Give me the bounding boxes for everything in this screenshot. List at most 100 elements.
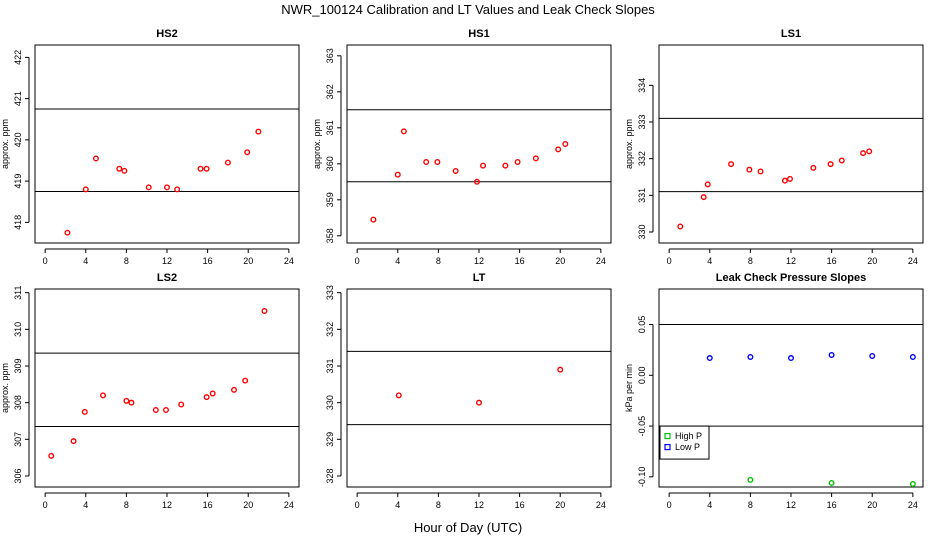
data-point xyxy=(82,186,89,193)
x-tick-label: 0 xyxy=(355,500,360,510)
panel-2: LS1 approx. ppm 0 4 8 12 16 20 24 330 331 332 333 334 xyxy=(624,28,924,266)
y-tick-label: 307 xyxy=(13,432,23,447)
x-tick-label: 12 xyxy=(474,500,484,510)
y-tick-label: 310 xyxy=(13,322,23,337)
data-point xyxy=(828,352,835,359)
y-tick-label: 330 xyxy=(325,395,335,410)
data-point xyxy=(394,171,401,178)
data-point xyxy=(203,394,210,401)
x-tick-label: 16 xyxy=(203,500,213,510)
data-point xyxy=(860,150,867,157)
x-tick-label: 24 xyxy=(908,500,918,510)
x-tick-label: 4 xyxy=(707,256,712,266)
x-tick-label: 16 xyxy=(515,256,525,266)
panel-1: HS1 approx. ppm 0 4 8 12 16 20 24 358 359 360 361 362… xyxy=(312,28,612,266)
x-tick-label: 12 xyxy=(162,256,172,266)
y-tick-label: 333 xyxy=(325,285,335,300)
x-tick-label: 16 xyxy=(515,500,525,510)
data-point xyxy=(786,175,793,182)
y-tick-label: 308 xyxy=(13,395,23,410)
data-point xyxy=(788,355,795,362)
figure-title: NWR_100124 Calibration and LT Values and… xyxy=(281,2,655,17)
y-tick-label: 334 xyxy=(637,78,647,93)
data-point xyxy=(700,194,707,201)
data-point xyxy=(532,155,539,162)
y-tick-label: 361 xyxy=(325,120,335,135)
data-point xyxy=(92,155,99,162)
plot-frame xyxy=(658,288,924,488)
x-tick-label: 24 xyxy=(908,256,918,266)
data-point xyxy=(869,353,876,360)
panel-title: LS2 xyxy=(157,272,177,284)
y-tick-label: 331 xyxy=(637,188,647,203)
data-point xyxy=(370,216,377,223)
panel-3: LS2 approx. ppm 0 4 8 12 16 20 24 306 307 308 309 310… xyxy=(0,272,300,510)
legend-marker xyxy=(664,443,671,451)
y-tick-label: 418 xyxy=(13,215,23,230)
y-tick-label: 333 xyxy=(637,114,647,129)
x-tick-label: 12 xyxy=(162,500,172,510)
panel-title: HS1 xyxy=(468,28,489,40)
x-tick-label: 12 xyxy=(474,256,484,266)
plot-frame xyxy=(658,44,924,244)
y-tick-label: 309 xyxy=(13,358,23,373)
data-point xyxy=(116,165,123,172)
legend-label: High P xyxy=(675,431,702,441)
x-tick-label: 0 xyxy=(43,500,48,510)
y-tick-label: 363 xyxy=(325,48,335,63)
x-tick-label: 4 xyxy=(395,256,400,266)
x-tick-label: 8 xyxy=(124,256,129,266)
data-point xyxy=(747,354,754,361)
data-point xyxy=(562,140,569,147)
y-tick-label: 360 xyxy=(325,156,335,171)
x-tick-label: 0 xyxy=(355,256,360,266)
data-point xyxy=(400,128,407,135)
x-tick-label: 8 xyxy=(436,256,441,266)
x-tick-label: 8 xyxy=(748,256,753,266)
y-tick-label: 306 xyxy=(13,468,23,483)
x-tick-label: 24 xyxy=(596,500,606,510)
y-tick-label: 332 xyxy=(325,322,335,337)
data-point xyxy=(746,166,753,173)
x-tick-label: 16 xyxy=(827,256,837,266)
y-axis-label: approx. ppm xyxy=(0,363,10,413)
data-point xyxy=(827,161,834,168)
y-tick-label: 329 xyxy=(325,432,335,447)
y-tick-label: 0.05 xyxy=(637,316,647,334)
y-axis-label: approx. ppm xyxy=(624,119,634,169)
data-point xyxy=(123,397,130,404)
y-tick-label: 0.00 xyxy=(637,367,647,385)
x-tick-label: 16 xyxy=(827,500,837,510)
x-tick-label: 4 xyxy=(707,500,712,510)
data-point xyxy=(121,167,128,174)
data-point xyxy=(476,399,483,406)
legend-box xyxy=(659,425,710,460)
data-point xyxy=(209,390,216,397)
data-point xyxy=(909,354,916,361)
plot-frame xyxy=(346,44,612,244)
panel-title: LT xyxy=(473,272,486,284)
x-tick-label: 24 xyxy=(284,500,294,510)
data-point xyxy=(810,164,817,171)
data-point xyxy=(555,146,562,153)
data-point xyxy=(81,408,88,415)
figure-xlabel: Hour of Day (UTC) xyxy=(414,520,522,535)
panel-title: LS1 xyxy=(781,28,801,40)
x-tick-label: 8 xyxy=(748,500,753,510)
x-tick-label: 16 xyxy=(203,256,213,266)
data-point xyxy=(502,162,509,169)
data-point xyxy=(473,178,480,185)
data-point xyxy=(828,479,835,486)
x-tick-label: 4 xyxy=(83,500,88,510)
data-point xyxy=(100,392,107,399)
plot-frame xyxy=(34,44,300,244)
data-point xyxy=(423,158,430,165)
data-point xyxy=(203,165,210,172)
data-point xyxy=(514,158,521,165)
data-point xyxy=(757,168,764,175)
data-point xyxy=(909,480,916,487)
data-point xyxy=(866,148,873,155)
x-tick-label: 20 xyxy=(243,256,253,266)
